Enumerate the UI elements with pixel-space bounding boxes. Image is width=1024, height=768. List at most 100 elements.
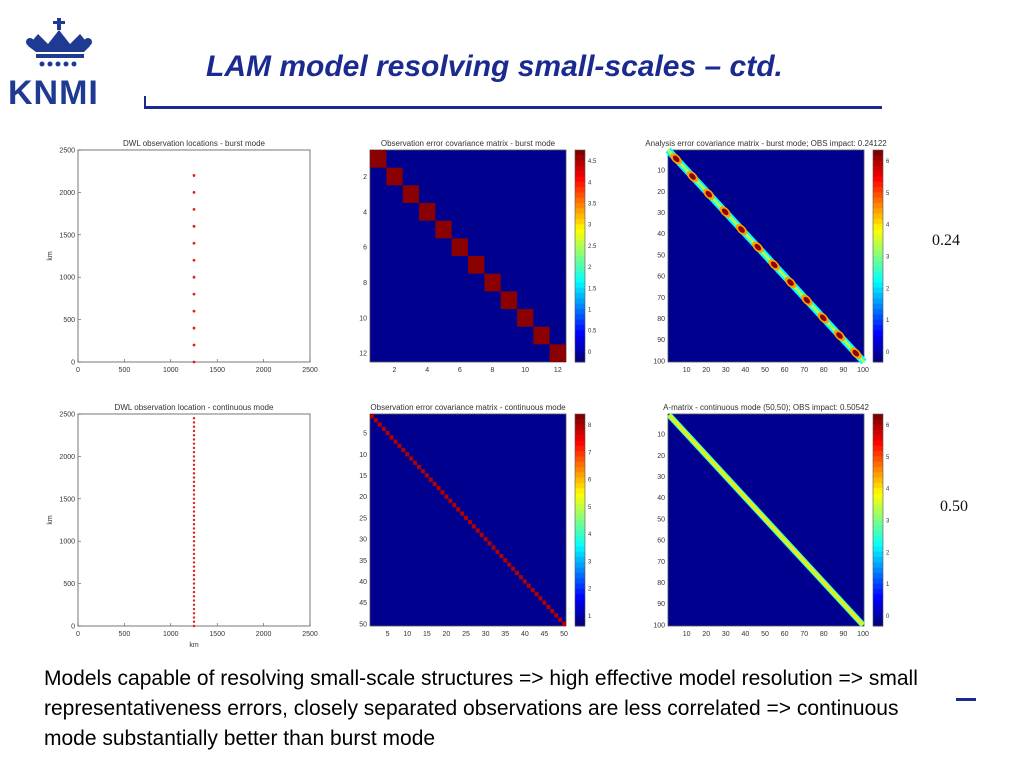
data-point xyxy=(192,573,196,577)
data-point xyxy=(192,425,196,428)
diagonal-cell xyxy=(436,486,441,491)
data-point xyxy=(192,518,196,522)
colorbar-segment xyxy=(873,303,883,310)
colorbar-segment xyxy=(873,424,883,431)
colorbar-segment xyxy=(575,594,585,600)
diagonal-cell xyxy=(420,469,425,474)
y-tick-label: 15 xyxy=(359,473,367,480)
diagonal-cell xyxy=(491,545,496,550)
colorbar-label: 4 xyxy=(588,532,592,538)
colorbar-segment xyxy=(575,224,585,230)
colorbar-segment xyxy=(575,530,585,537)
data-point xyxy=(192,493,196,496)
colorbar-label: 1 xyxy=(588,614,592,620)
colorbar-segment xyxy=(575,615,585,622)
diagonal-bead-core xyxy=(738,226,745,233)
colorbar-segment xyxy=(575,419,585,426)
y-axis-label: km xyxy=(47,515,54,525)
colorbar-segment xyxy=(873,181,883,188)
x-tick-label: 6 xyxy=(458,367,462,374)
diagonal-band xyxy=(668,414,864,626)
y-tick-label: 100 xyxy=(653,358,665,365)
colorbar-segment xyxy=(575,181,585,188)
colorbar-segment xyxy=(575,504,585,510)
impact-burst: 0.24 xyxy=(932,232,960,249)
diagonal-bead-core xyxy=(672,155,680,163)
diagonal-cell xyxy=(533,326,550,345)
data-point xyxy=(192,514,196,517)
colorbar-segment xyxy=(873,155,883,162)
diagonal-cell xyxy=(460,511,465,516)
colorbar-label: 2 xyxy=(886,286,890,292)
colorbar-segment xyxy=(873,224,883,230)
diagonal-cell xyxy=(389,435,394,440)
x-tick-label: 35 xyxy=(501,631,509,638)
data-point xyxy=(192,612,196,615)
diagonal-bead-core xyxy=(803,296,811,304)
colorbar-segment xyxy=(873,335,883,342)
colorbar-segment xyxy=(873,298,883,305)
colorbar-segment xyxy=(575,562,585,569)
y-tick-label: 90 xyxy=(657,337,665,344)
diagonal-cell xyxy=(546,604,551,610)
colorbar-segment xyxy=(873,192,883,199)
x-tick-label: 60 xyxy=(781,367,789,374)
data-point xyxy=(192,607,196,611)
y-tick-label: 80 xyxy=(657,316,665,323)
x-axis-label: km xyxy=(189,642,199,649)
y-tick-label: 25 xyxy=(359,515,367,522)
x-tick-label: 30 xyxy=(722,631,730,638)
data-point xyxy=(192,599,196,602)
y-tick-label: 1500 xyxy=(59,496,75,503)
diagonal-cell xyxy=(444,494,449,499)
y-tick-label: 20 xyxy=(359,494,367,501)
x-tick-label: 10 xyxy=(683,367,691,374)
colorbar-segment xyxy=(575,467,585,473)
chart-title: DWL observation location - continuous mo… xyxy=(115,403,274,412)
colorbar-label: 3 xyxy=(588,223,592,229)
colorbar-segment xyxy=(575,213,585,220)
colorbar-label: 1 xyxy=(588,308,592,314)
colorbar-segment xyxy=(575,610,585,616)
colorbar-segment xyxy=(873,610,883,616)
colorbar-segment xyxy=(575,546,585,553)
data-point xyxy=(192,556,196,560)
colorbar-segment xyxy=(873,293,883,299)
chart-title: Observation error covariance matrix - co… xyxy=(370,403,566,412)
data-point xyxy=(192,241,196,245)
colorbar-label: 1 xyxy=(886,582,890,588)
data-point xyxy=(192,620,196,623)
colorbar-segment xyxy=(873,551,883,558)
colorbar-label: 2 xyxy=(886,550,890,556)
y-tick-label: 50 xyxy=(657,516,665,523)
colorbar-segment xyxy=(873,314,883,321)
colorbar-segment xyxy=(873,213,883,220)
chart-title: Analysis error covariance matrix - burst… xyxy=(645,139,887,148)
data-point xyxy=(192,510,196,513)
chart-continuous-obs-covariance: Observation error covariance matrix - co… xyxy=(359,403,592,638)
y-tick-label: 30 xyxy=(359,537,367,544)
colorbar-label: 4.5 xyxy=(588,159,597,165)
diagonal-cell xyxy=(432,481,437,487)
data-point xyxy=(192,590,196,594)
y-tick-label: 10 xyxy=(359,315,367,322)
data-point xyxy=(192,224,196,228)
y-tick-label: 10 xyxy=(359,452,367,459)
x-tick-label: 40 xyxy=(742,631,750,638)
x-tick-label: 10 xyxy=(403,631,411,638)
colorbar-segment xyxy=(575,578,585,585)
diagonal-cell xyxy=(554,613,559,618)
crown-icon xyxy=(26,18,92,67)
colorbar-segment xyxy=(873,588,883,595)
colorbar-segment xyxy=(873,520,883,526)
x-tick-label: 1500 xyxy=(209,367,225,374)
diagonal-cell xyxy=(483,536,488,542)
data-point xyxy=(192,506,196,509)
x-tick-label: 500 xyxy=(119,631,131,638)
colorbar-segment xyxy=(575,488,585,494)
colorbar-segment xyxy=(575,197,585,204)
data-point xyxy=(192,421,196,424)
colorbar-label: 1.5 xyxy=(588,286,597,292)
colorbar-segment xyxy=(575,493,585,500)
colorbar-segment xyxy=(575,551,585,558)
